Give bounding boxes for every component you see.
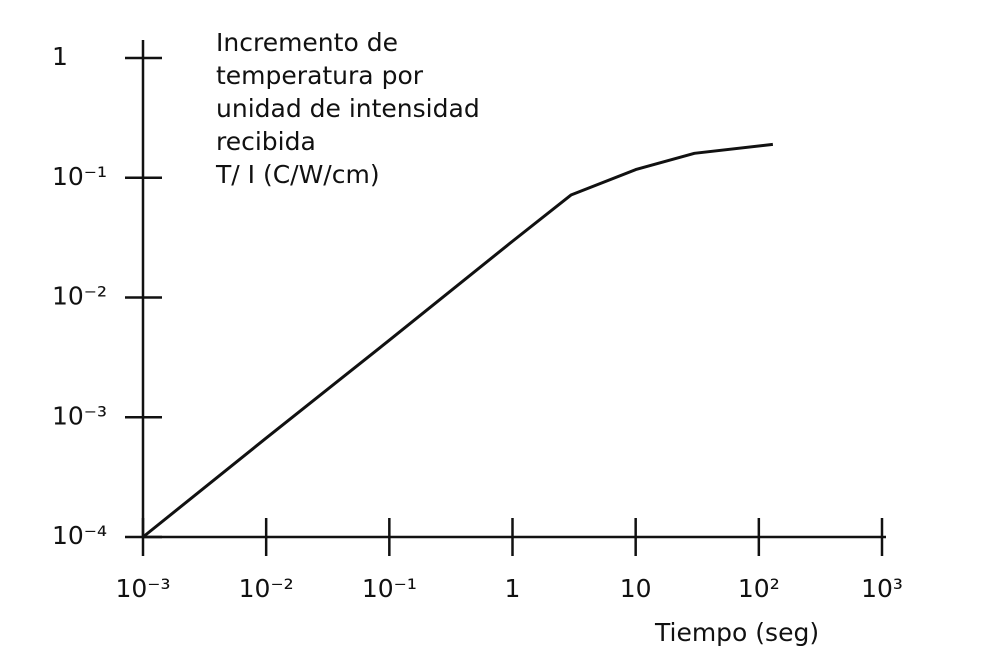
y-tick-label: 10⁻² [52, 282, 107, 311]
x-tick-label: 10 [620, 574, 652, 603]
y-axis-label: recibida [216, 127, 316, 156]
x-tick-label: 10⁻¹ [362, 574, 417, 603]
y-axis-label: T/ I (C/W/cm) [215, 160, 380, 189]
y-axis-label: temperatura por [216, 61, 424, 90]
x-tick-label: 10⁻² [239, 574, 294, 603]
x-tick-label: 10² [738, 574, 780, 603]
y-tick-label: 10⁻³ [52, 401, 107, 430]
x-axis-label: Tiempo (seg) [654, 618, 819, 647]
y-tick-label: 10⁻¹ [52, 162, 107, 191]
x-tick-label: 1 [505, 574, 521, 603]
y-tick-label: 10⁻⁴ [52, 521, 107, 550]
x-tick-label: 10³ [861, 574, 903, 603]
y-tick-label: 1 [52, 42, 68, 71]
curve [142, 142, 774, 539]
y-axis-label: Incremento de [216, 28, 398, 57]
x-tick-label: 10⁻³ [115, 574, 170, 603]
y-axis-label: unidad de intensidad [216, 94, 480, 123]
